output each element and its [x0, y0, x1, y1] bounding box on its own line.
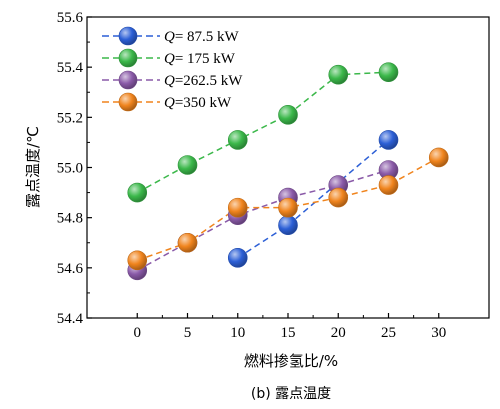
legend-label-text: =262.5 kW [175, 73, 243, 89]
figure-caption: (b) 露点温度 [251, 386, 331, 402]
x-axis-title: 燃料掺氢比/% [244, 352, 338, 370]
data-point [378, 62, 399, 82]
data-point [328, 187, 349, 208]
y-tick-label: 54.6 [57, 261, 84, 277]
legend-marker [118, 26, 138, 46]
legend-label-var: Q [164, 73, 175, 89]
x-tick-label: 30 [431, 325, 446, 341]
legend: Q= 87.5 kWQ= 175 kWQ=262.5 kWQ=350 kW [102, 26, 243, 112]
data-point [428, 147, 449, 168]
legend-item: Q= 175 kW [102, 48, 236, 68]
y-tick-label: 55.4 [57, 60, 84, 76]
legend-label-text: = 175 kW [175, 51, 236, 67]
legend-marker [118, 92, 138, 112]
legend-label-var: Q [164, 51, 175, 67]
legend-label: Q=350 kW [164, 95, 232, 111]
axes: 0 5 10 15 20 25 30 54.4 54.6 54.8 55.0 55.2 55.4 55.6 [57, 10, 490, 341]
legend-marker [118, 48, 138, 68]
data-point [227, 197, 248, 218]
legend-label-text: = 87.5 kW [175, 29, 240, 45]
y-tick-label: 55.2 [57, 110, 83, 126]
legend-item: Q= 87.5 kW [102, 26, 240, 46]
x-tick-label: 20 [331, 325, 346, 341]
data-point [177, 155, 198, 175]
y-tick-label: 55.0 [57, 161, 83, 177]
legend-label-var: Q [164, 29, 175, 45]
y-tick-label: 55.6 [57, 10, 84, 26]
y-axis-title: 露点温度/℃ [24, 126, 42, 208]
plot-frame [86, 16, 490, 319]
data-point [127, 250, 148, 271]
legend-item: Q=262.5 kW [102, 70, 243, 90]
legend-label-var: Q [164, 95, 175, 111]
data-point [328, 64, 349, 85]
data-point [177, 232, 198, 253]
data-point [278, 105, 298, 125]
series-line [136, 71, 389, 194]
y-tick-label: 54.4 [57, 311, 84, 327]
legend-item: Q=350 kW [102, 92, 232, 112]
legend-label: Q= 87.5 kW [164, 29, 240, 45]
series-line [237, 139, 389, 259]
data-point [227, 130, 248, 150]
x-tick-label: 25 [381, 325, 396, 341]
legend-label: Q= 175 kW [164, 51, 236, 67]
legend-marker [118, 70, 138, 90]
data-point [278, 215, 298, 235]
x-tick-label: 10 [230, 325, 245, 341]
data-point [227, 247, 248, 268]
y-tick-label: 54.8 [57, 211, 83, 227]
x-tick-label: 0 [134, 325, 142, 341]
x-tick-label: 15 [281, 325, 296, 341]
x-tick-label: 5 [184, 325, 192, 341]
data-point [378, 175, 399, 195]
data-point [127, 182, 148, 203]
series-line [136, 169, 389, 271]
legend-label: Q=262.5 kW [164, 73, 243, 89]
data-point [378, 130, 399, 150]
legend-label-text: =350 kW [175, 95, 232, 111]
data-point [278, 197, 298, 218]
series-layer [127, 62, 449, 281]
